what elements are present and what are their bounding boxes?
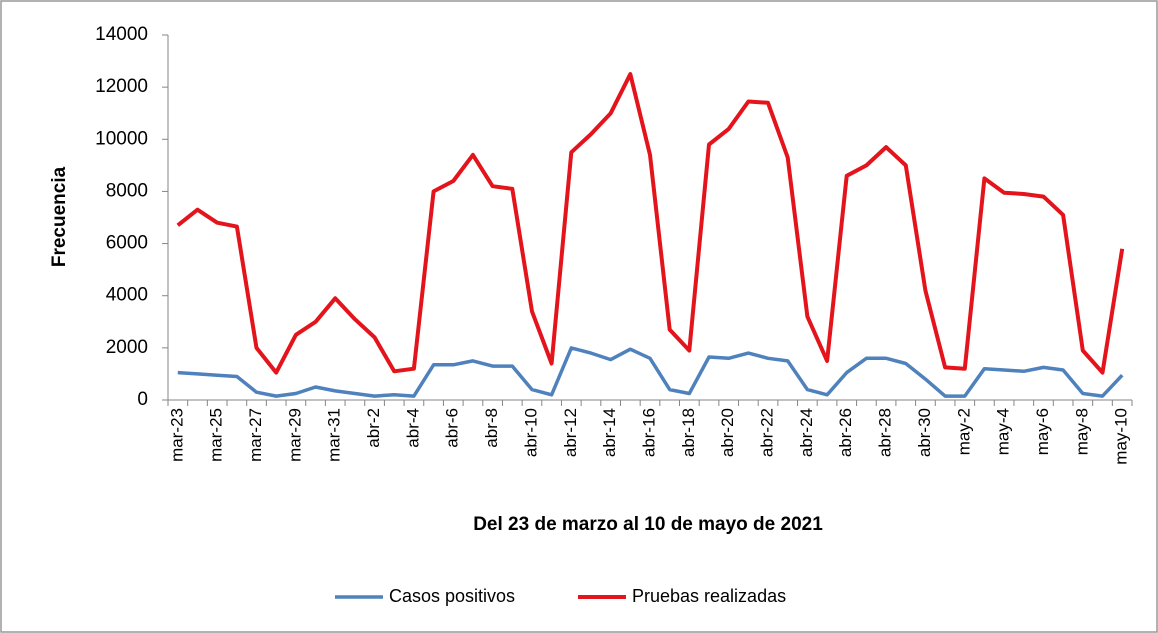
y-tick-label: 8000 [106, 180, 148, 201]
x-tick-label: abr-2 [364, 408, 383, 448]
x-tick-label: may-8 [1072, 408, 1091, 455]
y-axis-label: Frecuencia [49, 166, 70, 267]
x-tick-label: abr-14 [600, 408, 619, 457]
y-tick-label: 6000 [106, 233, 148, 254]
x-axis-label: Del 23 de marzo al 10 de mayo de 2021 [473, 514, 823, 535]
x-tick-label: abr-18 [679, 408, 698, 457]
x-tick-label: abr-12 [561, 408, 580, 457]
x-tick-label: abr-10 [521, 408, 540, 457]
x-tick-label: mar-27 [246, 408, 265, 462]
x-tick-label: mar-23 [167, 408, 186, 462]
x-tick-label: may-6 [1033, 408, 1052, 455]
x-tick-label: may-2 [954, 408, 973, 455]
y-tick-label: 2000 [106, 337, 148, 358]
x-tick-label: abr-26 [836, 408, 855, 457]
x-tick-label: abr-8 [482, 408, 501, 448]
y-tick-label: 0 [137, 389, 148, 410]
x-tick-label: mar-25 [207, 408, 226, 462]
legend-label: Casos positivos [389, 586, 515, 606]
y-tick-label: 14000 [95, 24, 148, 45]
legend-label: Pruebas realizadas [632, 586, 786, 606]
x-tick-label: abr-4 [403, 408, 422, 448]
series-line [177, 346, 1124, 398]
x-tick-label: abr-22 [758, 408, 777, 457]
x-tick-label: abr-28 [876, 408, 895, 457]
y-tick-label: 12000 [95, 76, 148, 97]
series-line [176, 72, 1125, 375]
x-tick-label: mar-29 [285, 408, 304, 462]
y-tick-label: 4000 [106, 285, 148, 306]
x-tick-label: abr-24 [797, 408, 816, 457]
x-tick-label: abr-30 [915, 408, 934, 457]
x-tick-label: mar-31 [325, 408, 344, 462]
x-tick-label: may-4 [994, 408, 1013, 455]
x-tick-label: may-10 [1112, 408, 1131, 465]
y-tick-label: 10000 [95, 128, 148, 149]
x-tick-label: abr-16 [639, 408, 658, 457]
x-tick-label: abr-6 [443, 408, 462, 448]
x-tick-label: abr-20 [718, 408, 737, 457]
